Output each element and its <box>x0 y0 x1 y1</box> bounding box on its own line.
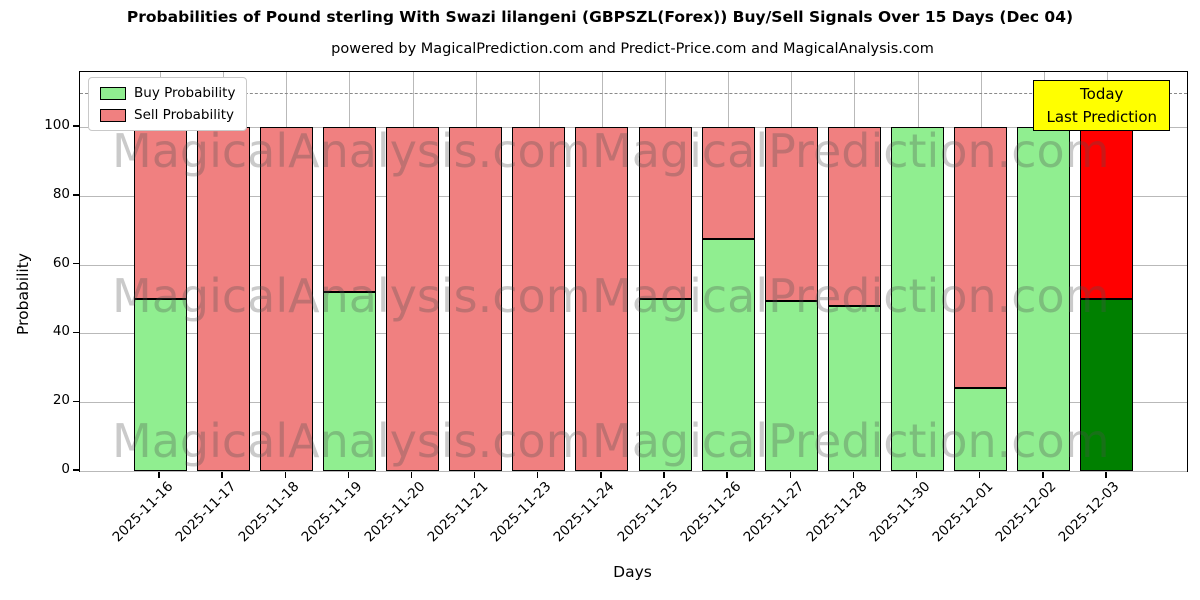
today-annotation-line1: Today <box>1080 85 1124 103</box>
x-tick-mark <box>726 471 728 478</box>
legend-item-sell: Sell Probability <box>100 107 235 123</box>
buy-bar-segment <box>891 127 945 471</box>
legend-label-buy: Buy Probability <box>134 85 236 101</box>
sell-bar-segment <box>512 127 566 471</box>
buy-bar-segment <box>764 300 818 471</box>
x-tick-label: 2025-12-03 <box>1056 478 1123 546</box>
x-tick-label: 2025-12-01 <box>929 478 997 546</box>
y-tick-label: 20 <box>52 392 70 409</box>
y-tick-label: 60 <box>52 254 70 271</box>
x-tick-mark <box>347 471 350 478</box>
x-tick-label: 2025-11-30 <box>866 478 934 546</box>
x-tick-label: 2025-11-16 <box>109 478 176 546</box>
y-gridline <box>80 264 1187 266</box>
x-tick-label: 2025-11-26 <box>677 478 745 546</box>
sell-bar-segment <box>954 127 1008 389</box>
sell-bar-segment <box>259 127 313 471</box>
x-tick-label: 2025-11-17 <box>172 478 240 546</box>
y-tick-mark <box>73 469 79 471</box>
sell-bar-segment <box>322 127 376 293</box>
buy-bar-segment <box>638 299 692 471</box>
sell-bar-segment <box>133 127 187 300</box>
x-tick-label: 2025-11-27 <box>740 478 808 546</box>
x-tick-label: 2025-11-21 <box>424 478 492 546</box>
y-gridline <box>80 402 1187 404</box>
y-tick-label: 80 <box>52 185 70 202</box>
legend-item-buy: Buy Probability <box>100 85 235 101</box>
x-tick-mark <box>915 471 918 478</box>
sell-bar-segment <box>575 127 629 471</box>
buy-bar-segment <box>827 305 881 471</box>
y-tick-label: 40 <box>52 323 70 340</box>
x-tick-mark <box>1105 471 1107 478</box>
y-gridline <box>80 333 1187 335</box>
x-tick-mark <box>537 471 539 478</box>
x-tick-label: 2025-11-25 <box>614 478 681 546</box>
y-tick-label: 0 <box>61 461 70 477</box>
x-tick-mark <box>663 471 665 478</box>
sell-bar-segment <box>196 127 250 471</box>
y-gridline <box>80 471 1187 472</box>
x-tick-mark <box>1042 471 1044 478</box>
y-tick-mark <box>73 194 79 196</box>
buy-bar-segment <box>954 388 1008 471</box>
plot-area <box>79 71 1188 472</box>
sell-bar-segment <box>1080 127 1134 300</box>
legend-label-sell: Sell Probability <box>134 107 235 123</box>
sell-bar-segment <box>701 127 755 239</box>
sell-bar-segment <box>638 127 692 300</box>
x-tick-label: 2025-11-20 <box>361 478 429 546</box>
sell-probability-swatch <box>100 108 126 122</box>
x-tick-mark <box>473 471 476 478</box>
x-tick-mark <box>978 471 981 478</box>
today-annotation: Today Last Prediction <box>1033 80 1170 131</box>
x-axis-label: Days <box>613 563 652 581</box>
sell-bar-segment <box>827 127 881 306</box>
y-tick-mark <box>73 262 79 265</box>
x-tick-mark <box>789 471 791 478</box>
buy-bar-segment <box>701 238 755 471</box>
x-tick-label: 2025-11-28 <box>803 478 871 546</box>
sell-bar-segment <box>449 127 503 471</box>
x-tick-label: 2025-12-02 <box>992 478 1060 546</box>
chart-title: Probabilities of Pound sterling With Swa… <box>126 8 1074 26</box>
x-tick-mark <box>600 471 602 478</box>
dashed-reference-line <box>80 92 1187 94</box>
y-gridline <box>80 127 1187 129</box>
bars-layer <box>80 72 1187 471</box>
buy-bar-segment <box>322 292 376 471</box>
x-tick-label: 2025-11-18 <box>235 478 303 546</box>
x-tick-mark <box>284 471 286 478</box>
x-tick-mark <box>410 471 413 478</box>
x-tick-label: 2025-11-24 <box>551 478 618 546</box>
x-tick-mark <box>221 471 223 478</box>
y-tick-mark <box>73 331 79 334</box>
legend: Buy Probability Sell Probability <box>88 77 248 131</box>
y-tick-label: 100 <box>44 117 70 134</box>
x-tick-mark <box>852 471 855 478</box>
y-gridline <box>80 195 1187 197</box>
buy-bar-segment <box>133 299 187 471</box>
sell-bar-segment <box>764 127 818 301</box>
y-tick-mark <box>73 125 79 127</box>
x-tick-mark <box>158 471 160 478</box>
chart-subtitle: powered by MagicalPrediction.com and Pre… <box>331 41 934 57</box>
sell-bar-segment <box>386 127 440 471</box>
x-tick-label: 2025-11-19 <box>298 478 366 546</box>
today-annotation-line2: Last Prediction <box>1046 107 1157 126</box>
buy-bar-segment <box>1080 299 1134 471</box>
x-tick-label: 2025-11-23 <box>487 478 555 546</box>
buy-probability-swatch <box>100 86 126 100</box>
buy-bar-segment <box>1017 127 1071 471</box>
y-tick-mark <box>73 400 79 402</box>
